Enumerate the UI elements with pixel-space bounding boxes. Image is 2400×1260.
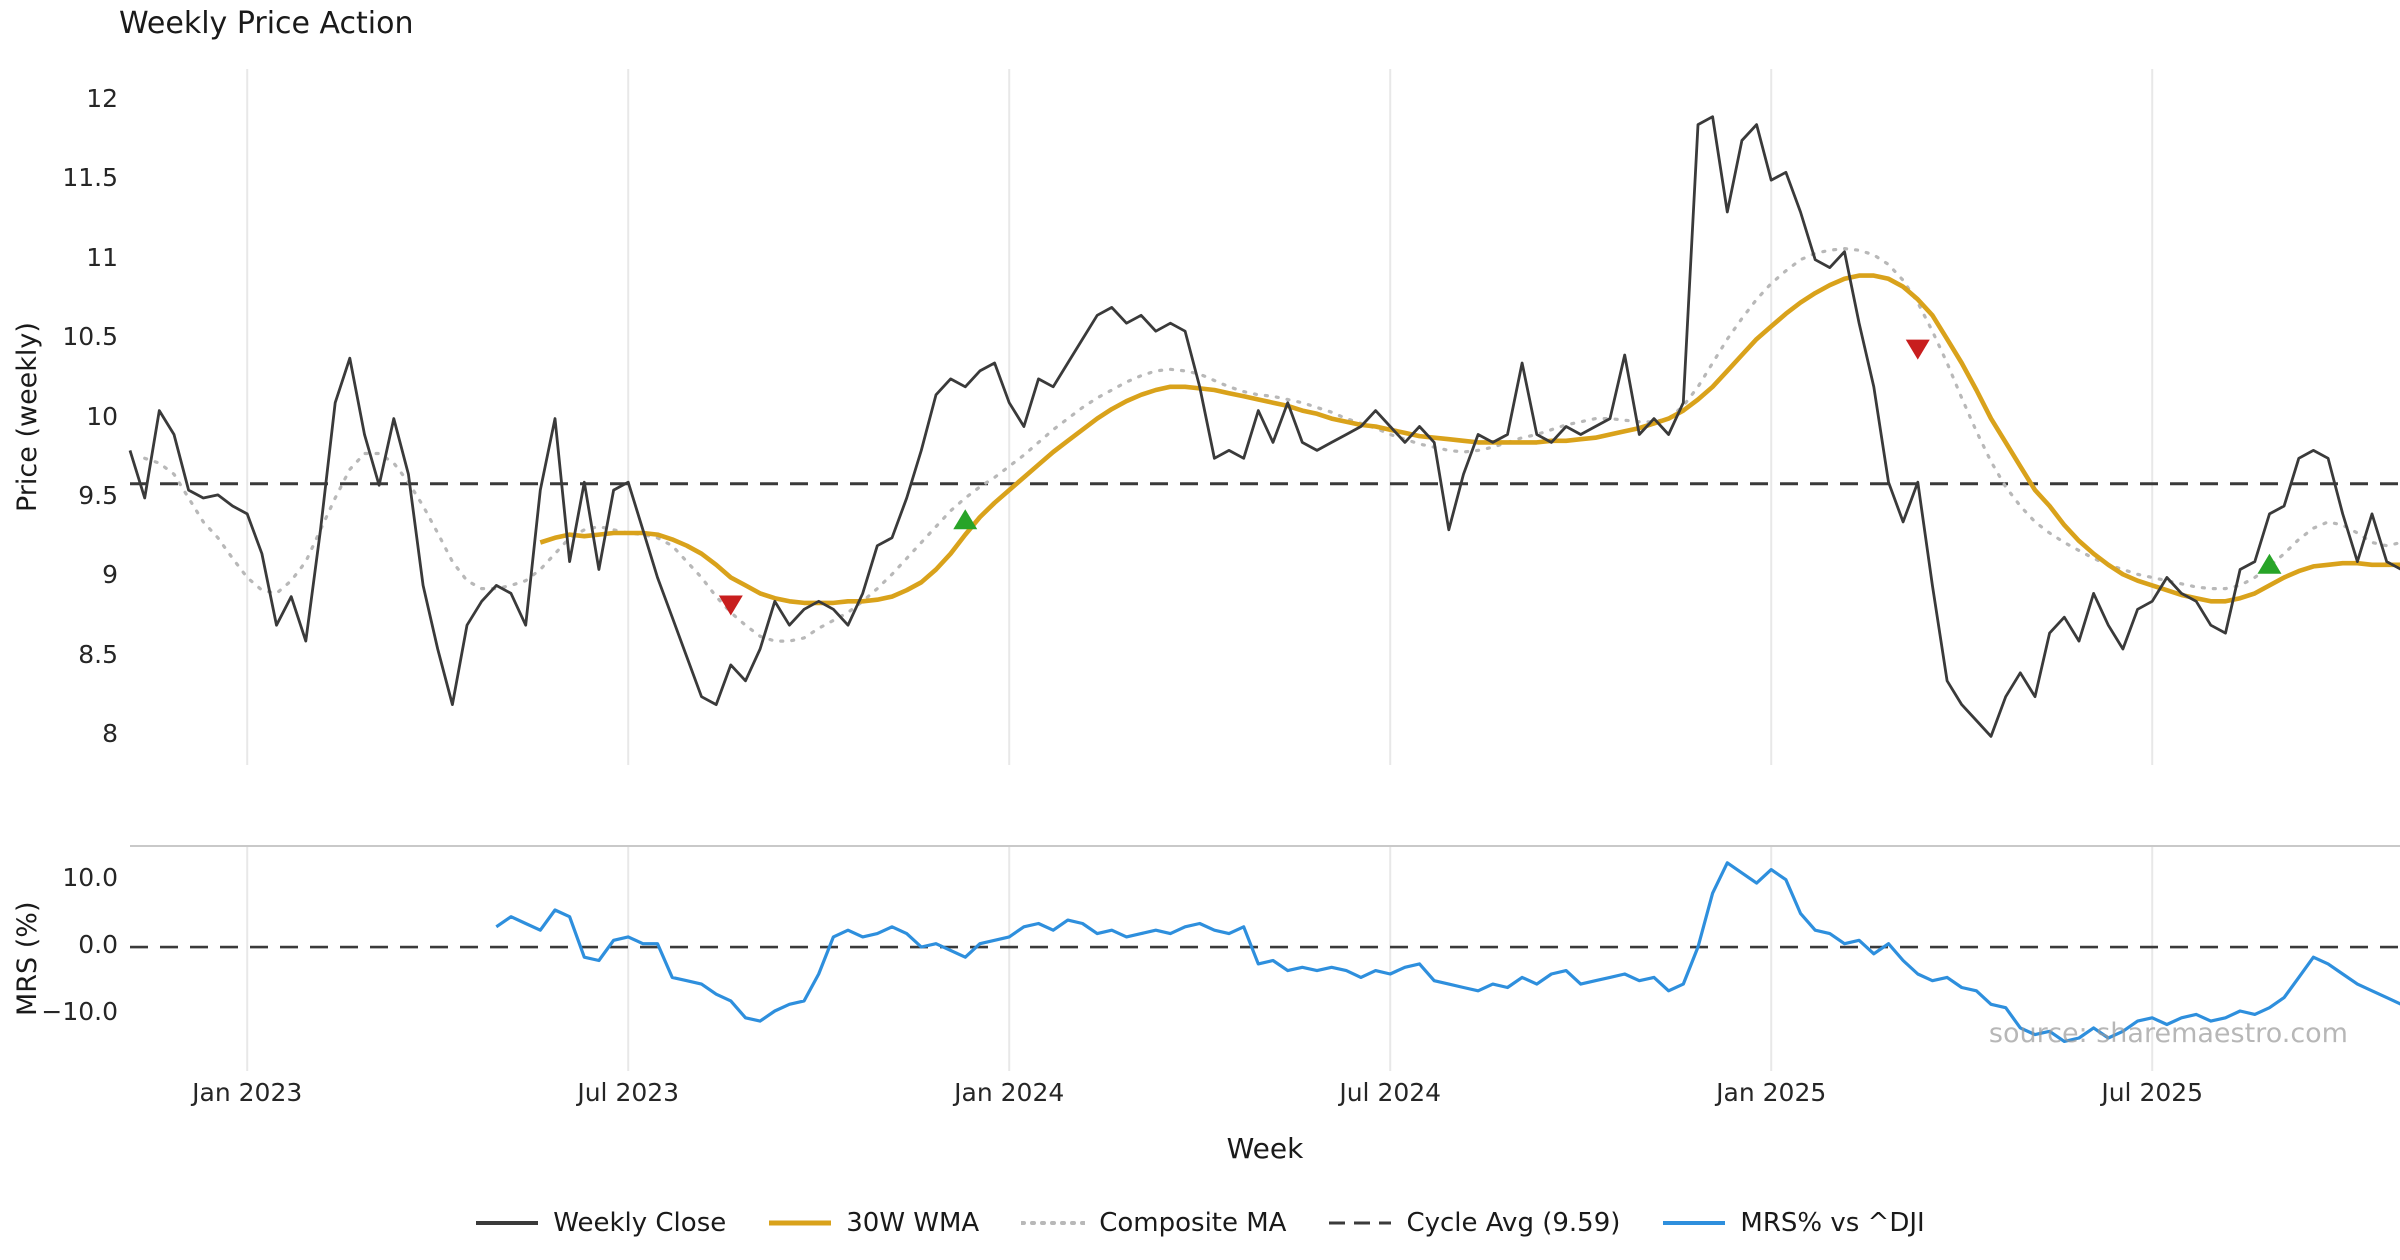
sell-marker-icon: [718, 595, 743, 616]
legend-item-composite-ma: Composite MA: [1021, 1208, 1286, 1238]
mrs-ytick-label: 10.0: [62, 862, 118, 892]
xtick-label: Jan 2023: [192, 1078, 303, 1107]
xaxis-label: Week: [1226, 1132, 1304, 1165]
legend-item-cycle-avg: Cycle Avg (9.59): [1328, 1208, 1620, 1238]
composite-ma-line-swatch-icon: [1021, 1221, 1086, 1225]
weekly-close-line: [128, 115, 2400, 738]
price-ytick-label: 8.5: [78, 639, 118, 669]
price-ytick-label: 9: [102, 560, 118, 590]
mrs-line: [495, 861, 2400, 1044]
30w-wma-line-swatch-icon: [769, 1220, 832, 1226]
legend-label: Cycle Avg (9.59): [1406, 1208, 1621, 1238]
legend-item-weekly-close: Weekly Close: [475, 1208, 726, 1238]
price-ytick-label: 10.5: [62, 322, 118, 352]
buy-marker-icon: [2257, 553, 2282, 574]
price-ytick-label: 8: [102, 719, 118, 749]
price-ytick-label: 10: [86, 401, 118, 431]
mrs-line-swatch-icon: [1663, 1221, 1726, 1225]
xtick-label: Jan 2025: [1716, 1078, 1827, 1107]
xtick-label: Jul 2024: [1339, 1078, 1442, 1107]
sell-marker-icon: [1905, 339, 1930, 360]
wma-line: [539, 273, 2400, 606]
watermark: source: sharemaestro.com: [1988, 1018, 2348, 1049]
xtick-label: Jan 2024: [954, 1078, 1065, 1107]
chart-title: Weekly Price Action: [119, 6, 414, 41]
legend-item-mrs: MRS% vs ^DJI: [1662, 1208, 1925, 1238]
mrs-ytick-label: −10.0: [41, 997, 118, 1027]
legend-label: Weekly Close: [553, 1208, 727, 1238]
price-ytick-label: 11.5: [62, 163, 118, 193]
buy-marker-icon: [953, 509, 978, 530]
legend: Weekly Close 30W WMA Composite MA Cycle Avg…: [0, 1208, 2400, 1238]
composite-ma-line: [143, 246, 2400, 643]
xtick-label: Jul 2023: [577, 1078, 680, 1107]
weekly-close-line-swatch-icon: [476, 1221, 539, 1225]
price-ytick-label: 9.5: [78, 481, 118, 511]
legend-label: MRS% vs ^DJI: [1740, 1208, 1925, 1238]
legend-item-30w-wma: 30W WMA: [768, 1208, 979, 1238]
legend-label: 30W WMA: [846, 1208, 980, 1238]
legend-label: Composite MA: [1099, 1208, 1287, 1238]
price-ytick-label: 11: [86, 242, 118, 272]
xtick-label: Jul 2025: [2101, 1078, 2204, 1107]
cycle-avg-line-swatch-icon: [1329, 1221, 1392, 1225]
mrs-ytick-label: 0.0: [78, 930, 118, 960]
price-ytick-label: 12: [86, 83, 118, 113]
